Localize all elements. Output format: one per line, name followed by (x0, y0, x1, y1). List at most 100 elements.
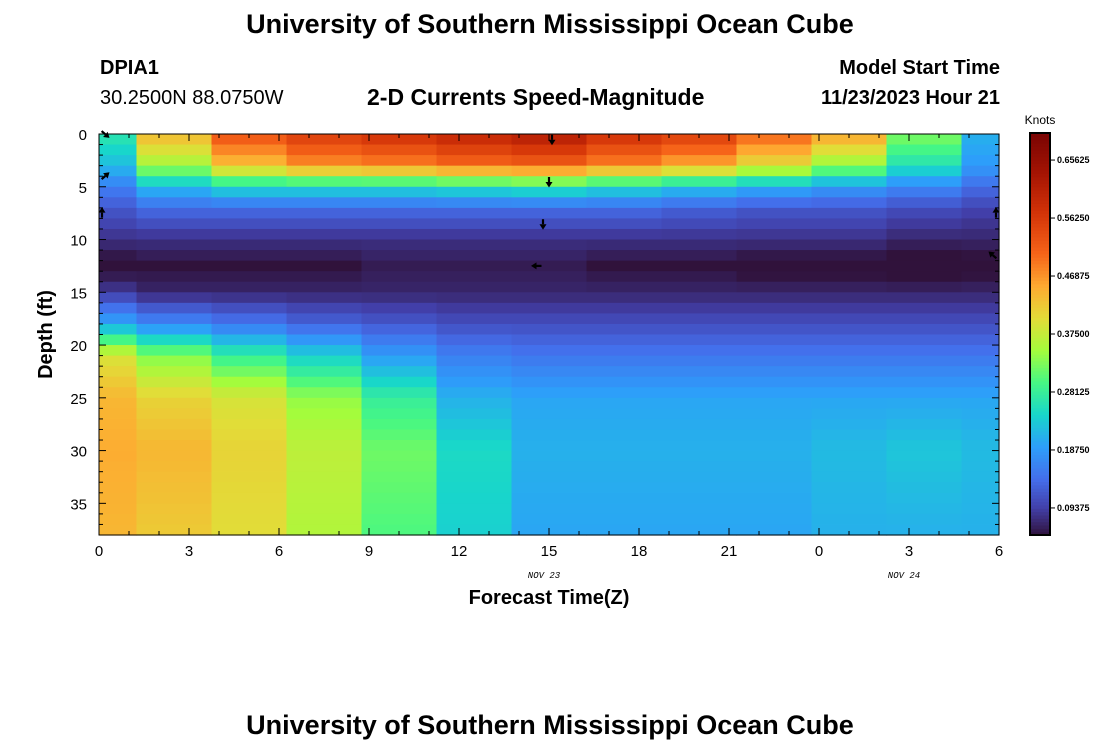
heatmap-cell (286, 482, 363, 494)
heatmap-cell (136, 418, 213, 431)
heatmap-cell (736, 376, 813, 388)
colorbar-segment (1030, 494, 1050, 499)
heatmap-cell (886, 450, 963, 462)
colorbar-segment (1030, 243, 1050, 248)
heatmap-cell (361, 345, 438, 357)
heatmap-cell (286, 355, 363, 367)
heatmap-cell (99, 524, 138, 536)
colorbar-segment (1030, 350, 1050, 355)
heatmap-cell (361, 492, 438, 504)
heatmap-cell (886, 387, 963, 399)
heatmap-cell (436, 155, 513, 167)
colorbar-tick-label: 0.56250 (1057, 213, 1090, 223)
station-id: DPIA1 (100, 57, 159, 79)
colorbar-segment (1030, 407, 1050, 412)
heatmap-cell (961, 155, 1000, 167)
colorbar-segment (1030, 514, 1050, 519)
heatmap-cell (961, 313, 1000, 325)
colorbar-segment (1030, 464, 1050, 469)
heatmap-cell (99, 302, 138, 314)
colorbar-segment (1030, 223, 1050, 228)
heatmap-cell (511, 418, 588, 431)
heatmap-cell (811, 239, 888, 251)
heatmap-cell (361, 302, 438, 314)
heatmap-cell (136, 429, 213, 441)
heatmap-cell (736, 345, 813, 357)
heatmap-cell (886, 197, 963, 209)
heatmap-cell (586, 334, 663, 346)
colorbar-segment (1030, 317, 1050, 322)
heatmap-cell (511, 366, 588, 378)
heatmap-cell (361, 228, 438, 241)
heatmap-cell (586, 461, 663, 473)
heatmap-cell (361, 355, 438, 367)
heatmap-cell (961, 503, 1000, 515)
colorbar-segment (1030, 334, 1050, 338)
heatmap-cell (511, 503, 588, 515)
heatmap-cell (961, 250, 1000, 262)
heatmap-cell (136, 524, 213, 536)
heatmap-cell (961, 281, 1000, 293)
heatmap-cell (961, 228, 1000, 241)
heatmap-cell (586, 218, 663, 230)
heatmap-cell (361, 503, 438, 515)
heatmap-cell (811, 387, 888, 399)
heatmap-cell (211, 513, 288, 526)
heatmap-cell (436, 387, 513, 399)
heatmap-cell (961, 134, 1000, 146)
colorbar-segment (1030, 267, 1050, 271)
heatmap-cell (211, 355, 288, 367)
heatmap-cell (736, 186, 813, 198)
heatmap-cell (736, 492, 813, 504)
heatmap-cell (361, 461, 438, 473)
colorbar-segment (1030, 451, 1050, 456)
heatmap-cell (736, 503, 813, 515)
heatmap-cell (99, 408, 138, 420)
heatmap-cell (961, 471, 1000, 483)
heatmap-cell (961, 492, 1000, 504)
heatmap-cell (286, 366, 363, 378)
heatmap-cell (886, 482, 963, 494)
heatmap-cell (661, 440, 738, 452)
heatmap-cell (961, 397, 1000, 409)
heatmap-cell (886, 323, 963, 336)
colorbar-segment (1030, 179, 1050, 184)
heatmap-cell (811, 313, 888, 325)
heatmap-cell (511, 482, 588, 494)
colorbar-segment (1030, 431, 1050, 436)
heatmap-cell (961, 207, 1000, 220)
heatmap-cell (436, 376, 513, 388)
heatmap-cell (736, 281, 813, 293)
heatmap-cell (436, 218, 513, 230)
heatmap-cell (811, 281, 888, 293)
current-vector-arrow (531, 262, 542, 270)
colorbar-tick-label: 0.09375 (1057, 503, 1090, 513)
heatmap-cell (99, 155, 138, 167)
heatmap-cell (511, 197, 588, 209)
heatmap-cell (811, 450, 888, 462)
heatmap-cell (736, 250, 813, 262)
colorbar-segment (1030, 307, 1050, 312)
heatmap-cell (961, 292, 1000, 304)
heatmap-cell (211, 524, 288, 536)
heatmap-cell (99, 461, 138, 473)
colorbar-segment (1030, 374, 1050, 379)
heatmap-cell (511, 281, 588, 293)
heatmap-cell (961, 323, 1000, 336)
current-vector-arrow-head (98, 207, 106, 213)
date-label: NOV 23 (528, 571, 561, 581)
heatmap-cell (736, 260, 813, 272)
colorbar-segment (1030, 210, 1050, 214)
heatmap-cell (811, 440, 888, 452)
heatmap-cell (286, 302, 363, 314)
heatmap-cell (211, 429, 288, 441)
heatmap-cell (811, 513, 888, 526)
heatmap-cell (661, 250, 738, 262)
heatmap-cell (886, 524, 963, 536)
heatmap-cell (136, 387, 213, 399)
heatmap-cell (99, 144, 138, 156)
heatmap-cell (586, 302, 663, 314)
heatmap-cell (99, 440, 138, 452)
heatmap-cell (811, 376, 888, 388)
heatmap-cell (511, 387, 588, 399)
